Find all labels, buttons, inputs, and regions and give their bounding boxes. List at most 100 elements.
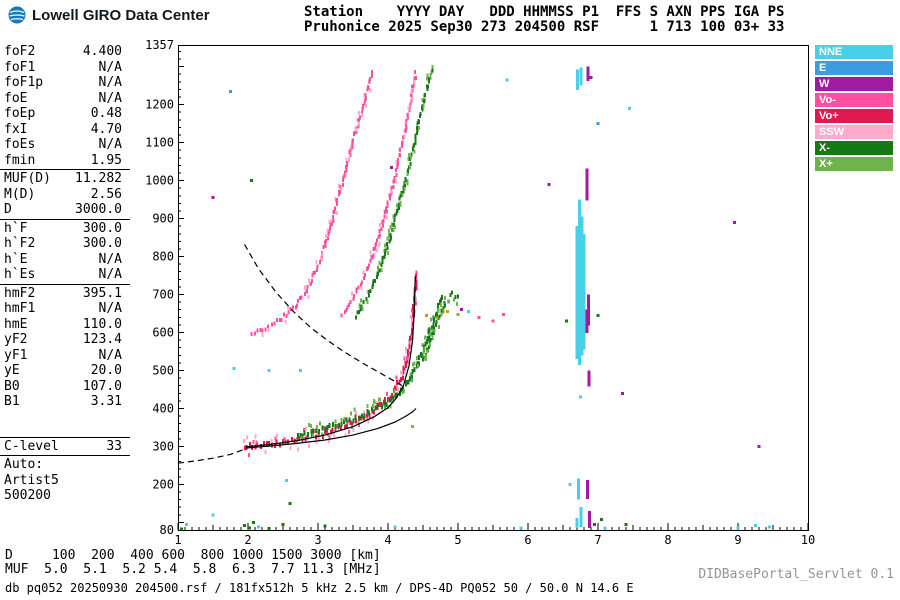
param-label: h`F xyxy=(4,220,28,236)
auto-line: Auto: xyxy=(4,457,44,472)
svg-text:500: 500 xyxy=(152,363,174,377)
param-label: h`E xyxy=(4,251,28,267)
param-value: 123.4 xyxy=(82,332,122,347)
param-value: N/A xyxy=(98,137,122,152)
param-label: D xyxy=(4,202,12,217)
param-value: 395.1 xyxy=(82,285,122,301)
param-value: N/A xyxy=(98,59,122,75)
svg-text:800: 800 xyxy=(152,250,174,264)
svg-text:900: 900 xyxy=(152,212,174,226)
param-value: 110.0 xyxy=(82,316,122,332)
param-label: foEp xyxy=(4,106,36,121)
svg-text:5: 5 xyxy=(454,533,461,547)
param-label: C-level xyxy=(4,438,59,454)
param-value: N/A xyxy=(98,251,122,267)
param-value: 2.56 xyxy=(90,186,122,202)
svg-text:400: 400 xyxy=(152,401,174,415)
param-label: foEs xyxy=(4,137,36,152)
param-label: fxI xyxy=(4,121,28,137)
param-row-foes: foEs N/A xyxy=(0,137,130,153)
param-value: N/A xyxy=(98,347,122,363)
legend-item-vo-: Vo- xyxy=(815,93,893,107)
giro-logo: Lowell GIRO Data Center xyxy=(8,6,210,24)
legend-item-w: W xyxy=(815,77,893,91)
svg-text:700: 700 xyxy=(152,288,174,302)
param-label: foF1p xyxy=(4,75,44,90)
param-row-fmin: fmin 1.95 xyxy=(0,153,130,169)
analysis-curves xyxy=(177,244,417,464)
param-value: 3000.0 xyxy=(75,202,122,217)
param-value: 300.0 xyxy=(82,220,122,236)
param-value: 4.70 xyxy=(90,121,122,137)
interference-bars xyxy=(575,66,592,529)
legend-item-x-: X- xyxy=(815,141,893,155)
app-title: Lowell GIRO Data Center xyxy=(32,6,210,24)
param-label: h`F2 xyxy=(4,236,36,251)
param-value: N/A xyxy=(98,90,122,106)
svg-text:4: 4 xyxy=(384,533,391,547)
param-label: B1 xyxy=(4,394,20,409)
curve-muf3000-transmission-curve xyxy=(243,244,403,387)
trace-F2-X-mode xyxy=(295,295,443,443)
param-value: 300.0 xyxy=(82,236,122,251)
echo-legend: NNE E W Vo- Vo+ SSW X- X+ xyxy=(815,45,893,173)
muf-row: MUF 5.0 5.1 5.2 5.4 5.8 6.3 7.7 11.3 [MH… xyxy=(5,562,381,577)
svg-text:9: 9 xyxy=(734,533,741,547)
param-row-he: h`E N/A xyxy=(0,252,130,268)
param-row-md: M(D) 2.56 xyxy=(0,187,130,203)
param-value: 1.95 xyxy=(90,152,122,168)
separator xyxy=(0,218,130,220)
param-value: N/A xyxy=(98,301,122,316)
param-label: yE xyxy=(4,363,20,378)
svg-text:8: 8 xyxy=(664,533,671,547)
svg-text:2: 2 xyxy=(244,533,251,547)
param-label: h`Es xyxy=(4,267,36,282)
param-row-clevel: C-level 33 xyxy=(0,439,130,455)
trace-second-hop-O-b xyxy=(340,70,417,318)
svg-text:600: 600 xyxy=(152,326,174,340)
param-row-hf2: h`F2 300.0 xyxy=(0,236,130,252)
param-label: yF2 xyxy=(4,332,28,347)
param-row-ye: yE 20.0 xyxy=(0,363,130,379)
legend-item-vo+: Vo+ xyxy=(815,109,893,123)
param-row-fof1p: foF1p N/A xyxy=(0,75,130,91)
legend-item-e: E xyxy=(815,61,893,75)
param-value: 33 xyxy=(106,438,122,454)
trace-second-hop-X xyxy=(355,64,434,320)
curve-fitted-virtual-trace xyxy=(245,276,416,448)
param-label: foF1 xyxy=(4,59,36,75)
param-row-yf1: yF1 N/A xyxy=(0,348,130,364)
legend-item-nne: NNE xyxy=(815,45,893,59)
param-value: N/A xyxy=(98,75,122,90)
station-header: Station YYYY DAY DDD HHMMSS P1 FFS S AXN… xyxy=(304,5,784,35)
giro-logo-icon xyxy=(8,6,26,24)
param-value: 4.400 xyxy=(82,44,122,59)
svg-text:1: 1 xyxy=(174,533,181,547)
y-axis-labels: 1357 1200 1100 1000 900 800 700 600 500 400 300 200… xyxy=(145,38,174,537)
record-info-line: db pq052 20250930 204500.rsf / 181fx512h… xyxy=(5,581,634,595)
param-row-fof2: foF2 4.400 xyxy=(0,44,130,60)
trace-second-hop-O-a xyxy=(250,70,374,338)
separator xyxy=(0,169,130,170)
param-row-fxi: fxI 4.70 xyxy=(0,122,130,138)
param-value: 107.0 xyxy=(82,378,122,394)
param-label: fmin xyxy=(4,152,36,168)
trace-F2-O-mode xyxy=(242,270,418,458)
param-row-b1: B1 3.31 xyxy=(0,394,130,410)
param-label: foE xyxy=(4,90,28,106)
spacer xyxy=(0,410,130,436)
param-label: B0 xyxy=(4,378,20,394)
param-value: 3.31 xyxy=(90,394,122,409)
legend-item-ssw: SSW xyxy=(815,125,893,139)
param-row-hes: h`Es N/A xyxy=(0,267,130,283)
servlet-credit: DIDBasePortal_Servlet 0.1 xyxy=(698,567,894,582)
svg-text:80: 80 xyxy=(160,523,174,537)
d-row: D 100 200 400 600 800 1000 1500 3000 [km… xyxy=(5,548,381,563)
legend-item-x+: X+ xyxy=(815,157,893,171)
station-header-values: Pruhonice 2025 Sep30 273 204500 RSF 1 71… xyxy=(304,19,785,35)
svg-text:1100: 1100 xyxy=(145,136,174,150)
curve-true-height-profile xyxy=(245,408,417,449)
param-row-hmf1: hmF1 N/A xyxy=(0,301,130,317)
auto-line: Artist5 xyxy=(4,472,59,488)
